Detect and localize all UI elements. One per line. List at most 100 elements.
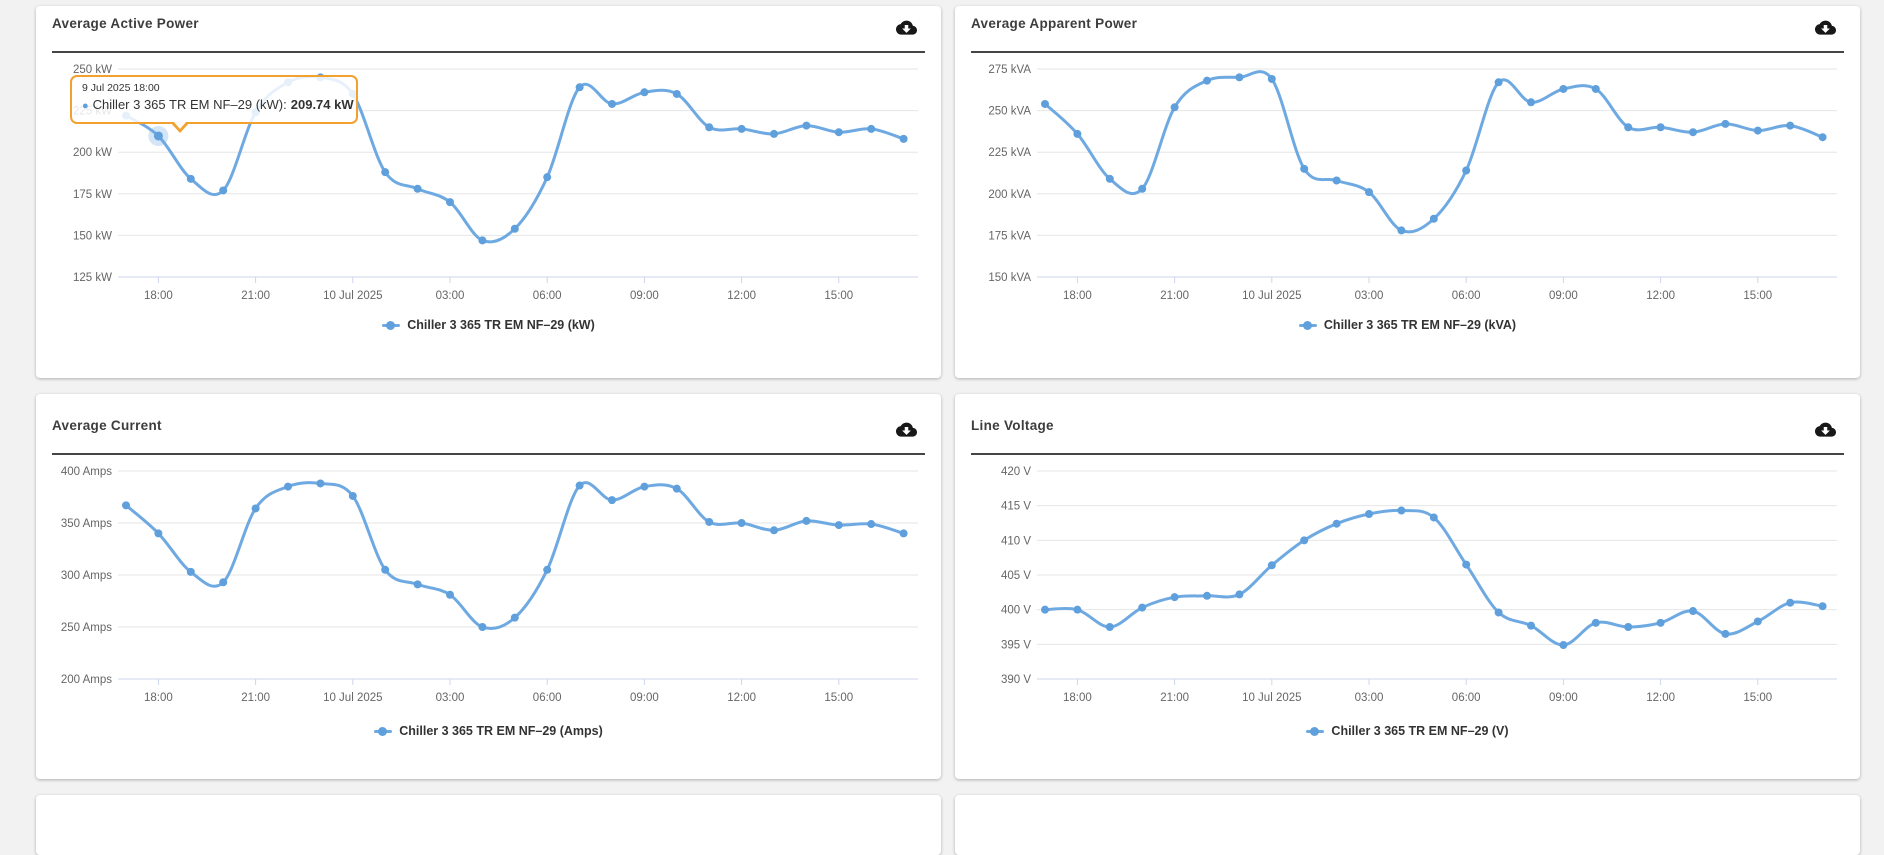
data-point[interactable] bbox=[1527, 621, 1535, 630]
average-current-chart[interactable]: 400 Amps 350 Amps 300 Amps 250 Amps 200 Amps… bbox=[46, 461, 930, 709]
data-point[interactable] bbox=[1721, 119, 1730, 128]
data-point[interactable] bbox=[1818, 602, 1827, 611]
data-point[interactable] bbox=[1170, 593, 1179, 602]
data-point[interactable] bbox=[1235, 73, 1244, 82]
data-point[interactable] bbox=[1656, 618, 1665, 627]
data-point[interactable] bbox=[1494, 78, 1503, 87]
data-point[interactable] bbox=[705, 123, 714, 132]
data-point[interactable] bbox=[1462, 560, 1471, 569]
data-point[interactable] bbox=[1429, 513, 1438, 522]
chart-legend[interactable]: Chiller 3 365 TR EM NF–29 (kVA) bbox=[955, 316, 1860, 334]
data-point[interactable] bbox=[1138, 603, 1147, 612]
data-point[interactable] bbox=[1041, 605, 1049, 614]
data-point[interactable] bbox=[608, 496, 616, 505]
data-point[interactable] bbox=[1267, 74, 1276, 83]
data-point[interactable] bbox=[413, 580, 422, 589]
data-point[interactable] bbox=[1332, 176, 1341, 185]
data-point[interactable] bbox=[1818, 133, 1827, 142]
data-point[interactable] bbox=[1235, 590, 1244, 599]
data-point[interactable] bbox=[1624, 123, 1633, 132]
data-point[interactable] bbox=[899, 134, 908, 143]
data-point[interactable] bbox=[834, 521, 843, 530]
data-point[interactable] bbox=[510, 224, 519, 233]
data-point[interactable] bbox=[1332, 519, 1341, 528]
data-point[interactable] bbox=[153, 131, 163, 141]
data-point[interactable] bbox=[770, 526, 778, 535]
data-point[interactable] bbox=[122, 501, 130, 510]
data-point[interactable] bbox=[1753, 126, 1762, 135]
data-point[interactable] bbox=[1073, 605, 1082, 614]
data-point[interactable] bbox=[770, 129, 778, 138]
data-point[interactable] bbox=[1624, 623, 1633, 631]
data-point[interactable] bbox=[1203, 591, 1211, 600]
data-point[interactable] bbox=[1429, 214, 1438, 223]
data-point[interactable] bbox=[186, 567, 195, 576]
data-point[interactable] bbox=[1591, 618, 1600, 627]
data-point[interactable] bbox=[1073, 129, 1082, 138]
data-point[interactable] bbox=[219, 186, 228, 195]
download-icon[interactable] bbox=[896, 18, 917, 39]
data-point[interactable] bbox=[316, 479, 325, 488]
data-point[interactable] bbox=[1170, 103, 1179, 112]
data-point[interactable] bbox=[737, 124, 746, 133]
data-point[interactable] bbox=[381, 168, 390, 177]
data-point[interactable] bbox=[1105, 623, 1114, 631]
data-point[interactable] bbox=[867, 124, 876, 133]
data-point[interactable] bbox=[1559, 641, 1568, 650]
data-point[interactable] bbox=[705, 517, 714, 526]
chart-legend[interactable]: Chiller 3 365 TR EM NF–29 (kW) bbox=[36, 316, 941, 334]
data-point[interactable] bbox=[575, 481, 584, 490]
data-point[interactable] bbox=[1494, 608, 1503, 617]
download-icon[interactable] bbox=[1815, 18, 1836, 39]
data-point[interactable] bbox=[1462, 166, 1471, 175]
data-point[interactable] bbox=[1753, 617, 1762, 626]
data-point[interactable] bbox=[251, 504, 260, 513]
data-point[interactable] bbox=[510, 613, 519, 622]
data-point[interactable] bbox=[219, 578, 228, 587]
chart-legend[interactable]: Chiller 3 365 TR EM NF–29 (Amps) bbox=[36, 722, 941, 740]
data-point[interactable] bbox=[1203, 76, 1211, 85]
data-point[interactable] bbox=[413, 184, 422, 193]
data-point[interactable] bbox=[478, 623, 487, 631]
data-point[interactable] bbox=[737, 519, 746, 527]
data-point[interactable] bbox=[1267, 561, 1276, 570]
data-point[interactable] bbox=[1786, 598, 1795, 607]
data-point[interactable] bbox=[446, 590, 454, 599]
data-point[interactable] bbox=[1559, 84, 1568, 93]
data-point[interactable] bbox=[478, 236, 487, 245]
data-point[interactable] bbox=[1300, 536, 1309, 545]
data-point[interactable] bbox=[381, 565, 390, 574]
data-point[interactable] bbox=[1591, 84, 1600, 93]
data-point[interactable] bbox=[1689, 128, 1697, 137]
data-point[interactable] bbox=[672, 484, 681, 493]
data-point[interactable] bbox=[284, 482, 292, 491]
data-point[interactable] bbox=[1397, 506, 1406, 515]
data-point[interactable] bbox=[899, 529, 908, 538]
data-point[interactable] bbox=[802, 121, 811, 130]
data-point[interactable] bbox=[1365, 188, 1373, 197]
data-point[interactable] bbox=[1041, 99, 1049, 108]
data-point[interactable] bbox=[608, 99, 616, 108]
data-point[interactable] bbox=[1527, 98, 1535, 107]
data-point[interactable] bbox=[640, 88, 649, 97]
data-point[interactable] bbox=[1300, 164, 1309, 173]
data-point[interactable] bbox=[154, 529, 163, 538]
data-point[interactable] bbox=[1786, 121, 1795, 130]
data-point[interactable] bbox=[543, 173, 552, 182]
data-point[interactable] bbox=[1397, 226, 1406, 235]
data-point[interactable] bbox=[186, 174, 195, 183]
data-point[interactable] bbox=[1105, 174, 1114, 183]
data-point[interactable] bbox=[1365, 509, 1373, 518]
download-icon[interactable] bbox=[896, 420, 917, 441]
average-apparent-power-chart[interactable]: 275 kVA 250 kVA 225 kVA 200 kVA 175 kVA 150 k… bbox=[965, 59, 1849, 307]
data-point[interactable] bbox=[1721, 629, 1730, 638]
data-point[interactable] bbox=[446, 198, 454, 207]
data-point[interactable] bbox=[1689, 607, 1697, 616]
data-point[interactable] bbox=[834, 128, 843, 137]
data-point[interactable] bbox=[867, 520, 876, 529]
data-point[interactable] bbox=[348, 491, 357, 500]
data-point[interactable] bbox=[543, 565, 552, 574]
data-point[interactable] bbox=[802, 516, 811, 525]
data-point[interactable] bbox=[1656, 123, 1665, 132]
download-icon[interactable] bbox=[1815, 420, 1836, 441]
